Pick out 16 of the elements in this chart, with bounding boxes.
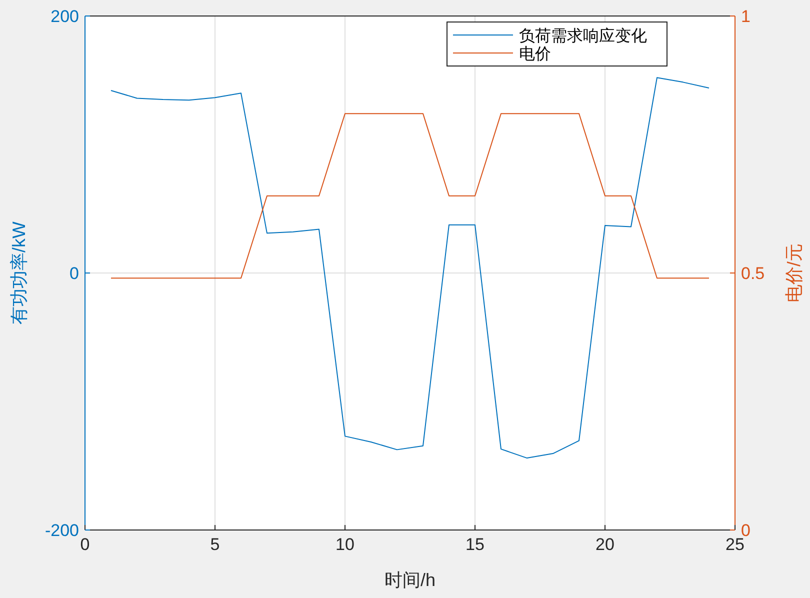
y2-axis-title: 电价/元 [784,243,804,303]
y-tick-label: 0 [70,264,79,283]
line-series [110,77,710,459]
x-axis-title: 时间/h [384,570,436,590]
x-tick-label: 25 [726,535,744,554]
legend-label: 电价 [519,45,551,63]
y-tick-label: 200 [50,7,79,26]
x-tick-label: 20 [596,535,614,554]
x-tick-label: 15 [466,535,484,554]
y2-tick-label: 0.5 [741,264,765,283]
x-tick-label: 5 [210,535,220,554]
y2-tick-label: 1 [741,7,750,26]
x-tick-label: 10 [336,535,354,554]
y-axis-title: 有功功率/kW [9,222,29,324]
y-tick-label: -200 [44,521,79,540]
legend-label: 负荷需求响应变化 [519,27,647,45]
